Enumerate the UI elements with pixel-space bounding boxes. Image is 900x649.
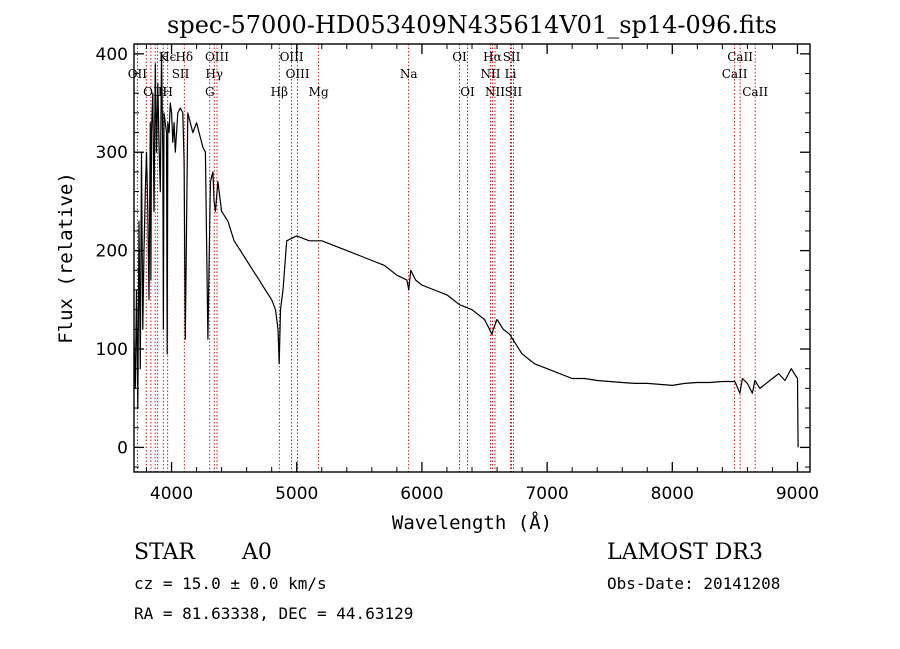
spectral-line-label: Hγ <box>205 67 223 81</box>
spectral-line-label: OIII <box>280 50 304 64</box>
y-tick-label: 300 <box>96 143 128 163</box>
spectral-line-label: CaII <box>722 67 748 81</box>
spectral-line-label: H <box>162 85 172 99</box>
y-tick-label: 100 <box>96 340 128 360</box>
y-tick-label: 200 <box>96 242 128 262</box>
line-markers <box>136 44 756 472</box>
spectral-line-label: Hδ <box>175 50 193 64</box>
spectral-line-label: Hα <box>483 50 502 64</box>
observation-date: Obs-Date: 20141208 <box>607 574 780 593</box>
spectral-line-label: Na <box>400 67 418 81</box>
spectral-line-label: G <box>205 85 215 99</box>
spectral-line-label: CaII <box>727 50 753 64</box>
y-axis-label: Flux (relative) <box>55 172 77 344</box>
survey-name: LAMOST DR3 <box>607 540 763 565</box>
object-class: STAR <box>134 540 196 565</box>
spectral-line-label: CaII <box>742 85 768 99</box>
coordinates-readout: RA = 81.63338, DEC = 44.63129 <box>134 604 413 623</box>
spectral-line-label: NII <box>481 67 501 81</box>
y-axis: 0 100 200 300 400 <box>96 45 810 468</box>
spectrum-line <box>133 53 799 448</box>
spectral-line-label: Hβ <box>271 85 288 99</box>
spectral-subclass: A0 <box>241 540 272 565</box>
spectral-line-label: SII <box>505 85 523 99</box>
spectral-line-label: K <box>159 50 169 64</box>
x-axis: 4000 5000 6000 7000 8000 9000 <box>146 44 819 504</box>
x-tick-label: 5000 <box>275 484 318 504</box>
spectral-line-label: OIII <box>205 50 229 64</box>
spectral-line-label: OIII <box>286 67 310 81</box>
spectral-line-label: Hϵ <box>159 50 176 64</box>
plot-frame <box>133 43 811 473</box>
chart-title: spec-57000-HD053409N435614V01_sp14-096.f… <box>167 11 777 39</box>
y-tick-label: 0 <box>117 438 128 458</box>
spectral-line-label: Li <box>505 67 517 81</box>
spectral-line-label: OI <box>452 50 467 64</box>
spectral-line-label: NII <box>485 85 505 99</box>
spectral-line-label: OI <box>460 85 475 99</box>
x-axis-label: Wavelength (Å) <box>392 511 552 534</box>
spectral-line-label: SII <box>172 67 190 81</box>
y-tick-label: 400 <box>96 45 128 65</box>
x-tick-label: 6000 <box>400 484 443 504</box>
x-tick-label: 4000 <box>150 484 193 504</box>
x-tick-label: 9000 <box>776 484 819 504</box>
redshift-readout: cz = 15.0 ± 0.0 km/s <box>134 574 327 593</box>
spectral-line-label: SII <box>503 50 521 64</box>
x-tick-label: 7000 <box>525 484 568 504</box>
spectral-line-label: Mg <box>309 85 329 99</box>
x-tick-label: 8000 <box>651 484 694 504</box>
